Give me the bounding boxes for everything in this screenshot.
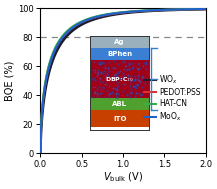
PEDOT:PSS <box>39 152 42 154</box>
PEDOT:PSS <box>204 8 207 10</box>
WO$_x$ <box>149 10 152 12</box>
Line: PEDOT:PSS: PEDOT:PSS <box>40 9 205 153</box>
WO$_x$ <box>68 32 71 34</box>
HAT-CN <box>163 9 166 11</box>
PEDOT:PSS <box>136 10 139 12</box>
MoO$_x$ <box>136 10 139 12</box>
HAT-CN <box>68 28 71 30</box>
X-axis label: $V_\mathrm{bulk}$ (V): $V_\mathrm{bulk}$ (V) <box>103 170 143 184</box>
Line: WO$_x$: WO$_x$ <box>40 9 205 153</box>
Y-axis label: BQE (%): BQE (%) <box>5 61 15 101</box>
HAT-CN <box>114 12 116 14</box>
MoO$_x$ <box>39 152 42 154</box>
HAT-CN <box>204 8 207 10</box>
MoO$_x$ <box>82 21 84 23</box>
PEDOT:PSS <box>163 9 166 11</box>
Legend: WO$_x$, PEDOT:PSS, HAT-CN, MoO$_x$: WO$_x$, PEDOT:PSS, HAT-CN, MoO$_x$ <box>143 72 202 124</box>
WO$_x$ <box>163 9 166 11</box>
HAT-CN <box>82 20 84 22</box>
MoO$_x$ <box>114 12 116 15</box>
HAT-CN <box>39 152 42 154</box>
PEDOT:PSS <box>114 12 116 15</box>
WO$_x$ <box>136 11 139 13</box>
MoO$_x$ <box>68 29 71 31</box>
PEDOT:PSS <box>82 21 84 23</box>
WO$_x$ <box>82 23 84 25</box>
HAT-CN <box>149 9 152 11</box>
Line: HAT-CN: HAT-CN <box>40 9 205 153</box>
MoO$_x$ <box>204 8 207 10</box>
MoO$_x$ <box>149 9 152 12</box>
MoO$_x$ <box>163 9 166 11</box>
HAT-CN <box>136 10 139 12</box>
WO$_x$ <box>114 13 116 15</box>
WO$_x$ <box>204 8 207 10</box>
WO$_x$ <box>39 152 42 154</box>
PEDOT:PSS <box>68 29 71 31</box>
PEDOT:PSS <box>149 9 152 12</box>
Line: MoO$_x$: MoO$_x$ <box>40 9 205 153</box>
